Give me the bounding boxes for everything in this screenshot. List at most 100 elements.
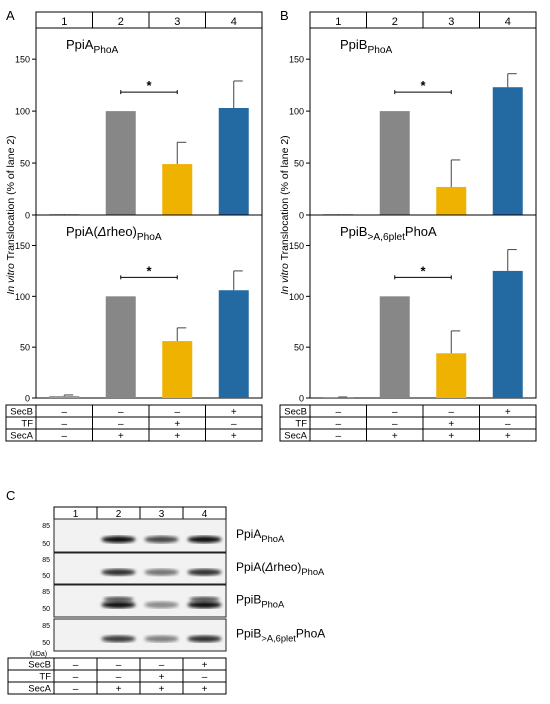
- y-tick-label: 50: [294, 343, 304, 353]
- blot-marker: 50: [42, 640, 50, 647]
- y-tick-label: 50: [20, 159, 30, 169]
- blot-condition-name: SecB: [28, 660, 51, 671]
- blot-band: [144, 536, 179, 543]
- bar: [162, 341, 193, 398]
- panel-letter: C: [6, 488, 15, 503]
- bar: [492, 87, 523, 215]
- blot-band: [101, 568, 136, 576]
- y-tick-label: 150: [15, 55, 30, 65]
- blot-marker: 85: [42, 557, 50, 564]
- condition-value: +: [231, 431, 237, 442]
- blot-marker: 50: [42, 606, 50, 613]
- blot-membrane: [53, 518, 227, 553]
- bar: [162, 164, 193, 215]
- condition-value: +: [448, 419, 454, 430]
- blot-band: [187, 536, 222, 543]
- chart-label-sub: PhoA: [93, 45, 118, 56]
- chart-label: PpiB>A,6pletPhoA: [340, 224, 437, 243]
- lane-number: 1: [61, 16, 67, 28]
- conditions-table: SecB – – – +TF – – + –SecA – + + +: [279, 404, 537, 442]
- chart-label-main: PpiB: [340, 224, 367, 239]
- blot-band: [187, 601, 222, 609]
- blot-strip: 85 50 PpiA(Δrheo)PhoA: [42, 552, 325, 585]
- chart-label: PpiA(Δrheo)PhoA: [236, 560, 325, 577]
- chart-label-after: PhoA: [405, 224, 437, 239]
- chart-label-sub: PhoA: [367, 45, 392, 56]
- chart-label: PpiB>A,6pletPhoA: [236, 627, 325, 644]
- blot-band: [187, 568, 222, 576]
- blot-condition-name: SecA: [28, 684, 51, 695]
- chart-label-sub: PhoA: [301, 567, 325, 577]
- blot-condition-name: TF: [39, 672, 51, 683]
- blot-strip: 85 50 PpiB>A,6pletPhoA: [42, 618, 325, 652]
- bar: [492, 270, 523, 398]
- blot-lane-number: 1: [73, 509, 79, 520]
- conditions-frame: [5, 404, 263, 442]
- y-tick-label: 50: [294, 159, 304, 169]
- y-axis-label-italic: In vitro: [279, 263, 291, 295]
- condition-value: –: [118, 419, 124, 430]
- condition-value: –: [61, 419, 67, 430]
- y-tick-label: 150: [289, 55, 304, 65]
- blot-band: [144, 601, 179, 609]
- y-axis-label-rest: Translocation (% of lane 2): [279, 135, 291, 263]
- chart-label-main: PpiB: [236, 593, 261, 607]
- blot-condition-value: +: [202, 660, 208, 671]
- chart-label: PpiAPhoA: [236, 527, 285, 544]
- chart-label-main: PpiA: [66, 37, 94, 52]
- chart-label-after: PhoA: [296, 627, 325, 641]
- bar: [379, 296, 410, 398]
- chart-label: PpiA(Δrheo)PhoA: [66, 224, 162, 243]
- chart-label-italic: Δ: [264, 560, 273, 574]
- condition-value: –: [335, 419, 341, 430]
- bar: [218, 290, 249, 398]
- blot-conditions-table: SecB – – – +TF – – + –SecA – + + +: [7, 657, 227, 695]
- y-tick-label: 0: [299, 211, 304, 221]
- chart-label-main: PpiB: [236, 627, 261, 641]
- condition-value: +: [505, 407, 511, 418]
- blot-lane-number: 2: [116, 509, 122, 520]
- panel-c: C1 2 3 48550PpiAPhoA8550PpiA(Δrheo)PhoA8550…: [6, 488, 325, 695]
- condition-value: +: [448, 431, 454, 442]
- chart-label-main: PpiB: [340, 37, 367, 52]
- blot-condition-value: +: [202, 684, 208, 695]
- condition-value: +: [174, 419, 180, 430]
- blot-marker: 85: [42, 623, 50, 630]
- panel-letter: A: [6, 8, 15, 23]
- condition-value: –: [231, 419, 237, 430]
- blot-band: [101, 635, 136, 643]
- significance-star: *: [420, 263, 426, 278]
- lane-number: 1: [335, 16, 341, 28]
- blot-conditions-frame: [7, 657, 227, 695]
- blot-condition-value: –: [159, 660, 165, 671]
- blot-marker: 50: [42, 541, 50, 548]
- y-axis-label: In vitro Translocation (% of lane 2): [5, 135, 17, 294]
- y-tick-label: 100: [15, 107, 30, 117]
- blot-band: [144, 635, 179, 643]
- y-tick-label: 50: [20, 343, 30, 353]
- bar: [379, 111, 410, 215]
- blot-condition-value: –: [116, 660, 122, 671]
- y-tick-label: 0: [25, 211, 30, 221]
- chart-label-main2: rheo): [107, 224, 137, 239]
- y-tick-label: 100: [289, 107, 304, 117]
- lane-number: 4: [505, 16, 511, 28]
- blot-condition-value: –: [73, 684, 79, 695]
- y-axis-label-rest: Translocation (% of lane 2): [5, 135, 17, 263]
- bar: [218, 107, 249, 215]
- condition-value: –: [392, 407, 398, 418]
- bar: [323, 396, 354, 398]
- lane-number: 3: [448, 16, 454, 28]
- blot-condition-value: +: [116, 684, 122, 695]
- chart-label-sub: PhoA: [261, 600, 285, 610]
- condition-value: –: [448, 407, 454, 418]
- conditions-frame: [279, 404, 537, 442]
- significance-star: *: [146, 78, 152, 93]
- chart-frame: [35, 214, 263, 399]
- condition-value: +: [231, 407, 237, 418]
- condition-value: –: [118, 407, 124, 418]
- condition-name: TF: [295, 419, 307, 430]
- bar: [105, 111, 136, 215]
- bar: [436, 186, 467, 215]
- blot-band: [103, 596, 134, 603]
